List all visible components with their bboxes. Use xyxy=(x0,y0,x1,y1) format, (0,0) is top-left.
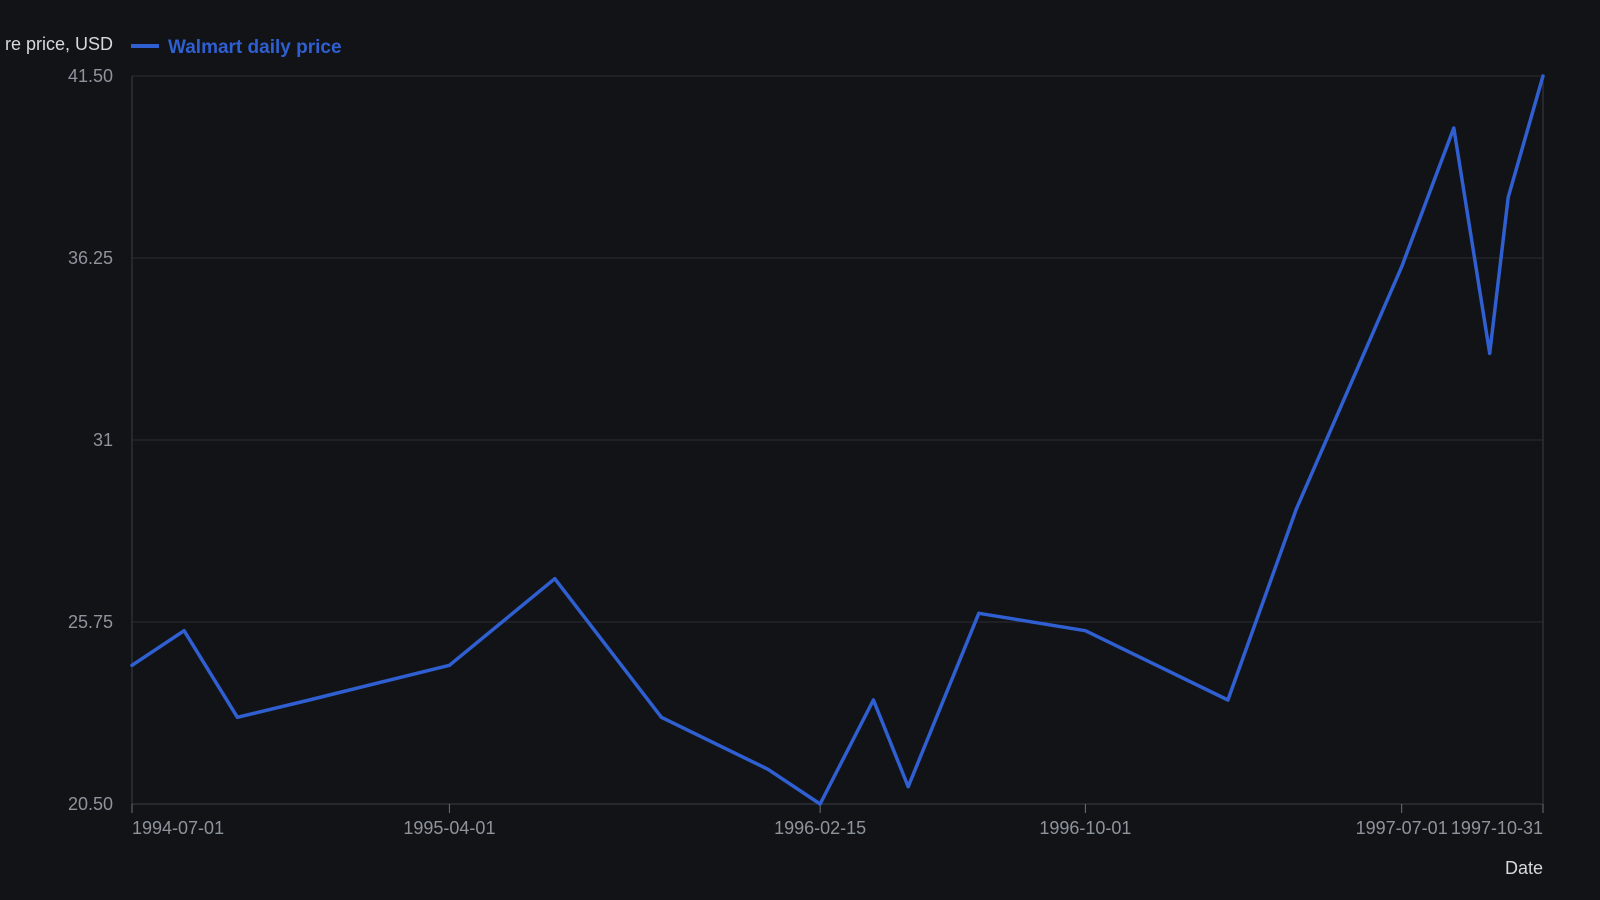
x-axis-ticks: 1994-07-01 1995-04-01 1996-02-15 1996-10-01… xyxy=(131,804,1544,838)
data-point xyxy=(906,785,910,789)
data-point xyxy=(977,611,981,615)
y-tick-label: 31 xyxy=(93,430,113,450)
grid-lines xyxy=(132,75,1543,805)
y-tick-label: 41.50 xyxy=(68,66,113,86)
data-point xyxy=(1400,265,1404,269)
data-point xyxy=(659,715,664,719)
data-point xyxy=(1452,126,1456,130)
y-axis-label: re price, USD xyxy=(5,34,113,54)
data-point xyxy=(1488,351,1492,355)
y-axis-ticks: 41.50 36.25 31 25.75 20.50 xyxy=(68,66,113,814)
data-point xyxy=(871,698,876,702)
x-tick-label: 1997-10-31 xyxy=(1451,818,1543,838)
data-point xyxy=(1506,195,1510,199)
x-axis-label: Date xyxy=(1505,858,1543,878)
y-tick-label: 25.75 xyxy=(68,612,113,632)
data-point xyxy=(307,698,311,702)
x-tick-label: 1995-04-01 xyxy=(403,818,495,838)
y-tick-label: 36.25 xyxy=(68,248,113,268)
series-line xyxy=(130,74,1545,806)
data-point xyxy=(766,767,770,771)
data-point xyxy=(235,715,240,719)
data-point xyxy=(182,629,186,633)
data-point xyxy=(1294,507,1298,511)
plot-area xyxy=(130,74,1545,806)
legend: Walmart daily price xyxy=(131,37,342,58)
x-tick-label: 1996-02-15 xyxy=(774,818,866,838)
data-point xyxy=(1541,74,1545,78)
data-point xyxy=(130,663,134,667)
x-tick-label: 1994-07-01 xyxy=(132,818,224,838)
legend-entry: Walmart daily price xyxy=(168,37,342,58)
data-point xyxy=(818,802,822,806)
data-point xyxy=(447,663,452,667)
data-point xyxy=(553,577,557,581)
data-point xyxy=(1226,698,1230,702)
x-tick-label: 1997-07-01 xyxy=(1356,818,1448,838)
x-tick-label: 1996-10-01 xyxy=(1039,818,1131,838)
data-point xyxy=(1083,629,1088,633)
axes xyxy=(131,76,1544,805)
y-tick-label: 20.50 xyxy=(68,794,113,814)
